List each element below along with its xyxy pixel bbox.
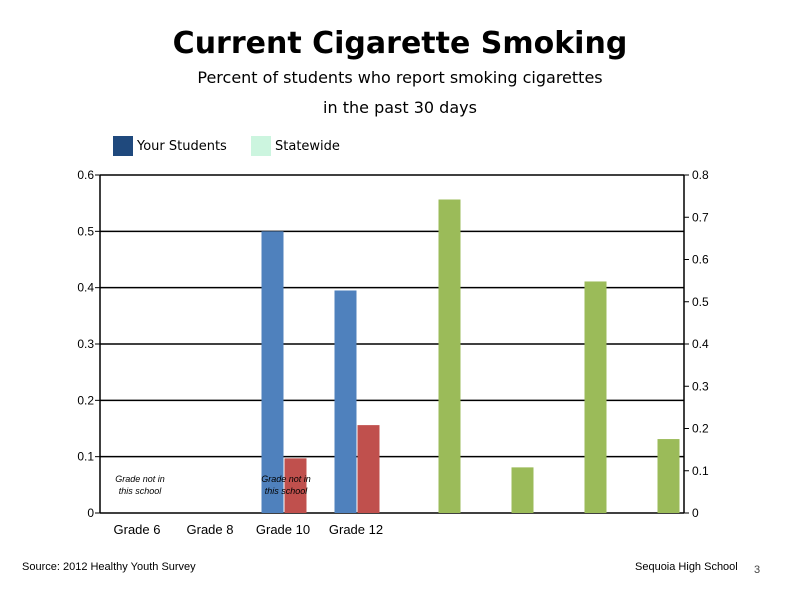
legend-swatch-your-students: [113, 136, 133, 156]
right-axis-tick-label: 0.7: [692, 210, 709, 224]
left-axis-tick-label: 0.3: [77, 337, 94, 351]
x-axis-category-label: Grade 10: [256, 522, 310, 537]
right-axis-tick-label: 0.8: [692, 168, 709, 182]
legend-swatch-statewide: [251, 136, 271, 156]
left-axis-tick-label: 0.6: [77, 168, 94, 182]
bar: [261, 231, 284, 514]
source-note: Source: 2012 Healthy Youth Survey: [22, 561, 196, 573]
annotation-text: Grade not in: [115, 474, 165, 484]
chart-title: Current Cigarette Smoking: [172, 26, 628, 61]
left-axis-tick-label: 0: [87, 506, 94, 520]
right-axis-tick-label: 0.2: [692, 422, 709, 436]
bar-right-axis: [438, 199, 461, 513]
x-axis-category-label: Grade 8: [187, 522, 234, 537]
left-axis-tick-label: 0.2: [77, 393, 94, 407]
left-axis-tick-label: 0.1: [77, 450, 94, 464]
legend-label-your-students: Your Students: [137, 138, 227, 154]
bar-right-axis: [584, 281, 607, 513]
annotation-text: Grade not in: [261, 474, 311, 484]
bar: [357, 425, 380, 513]
chart-subtitle-line-1: Percent of students who report smoking c…: [197, 68, 603, 87]
right-axis-tick-label: 0.4: [692, 337, 709, 351]
right-axis-tick-label: 0.5: [692, 295, 709, 309]
bar-right-axis: [657, 439, 680, 513]
school-name: Sequoia High School: [635, 561, 738, 573]
legend-item-statewide: Statewide: [251, 136, 340, 156]
annotation-text: this school: [265, 486, 309, 496]
bar-right-axis: [511, 467, 534, 513]
bar: [284, 458, 307, 513]
x-axis-category-label: Grade 12: [329, 522, 383, 537]
right-axis-tick-label: 0.6: [692, 253, 709, 267]
chart-subtitle-line-2: in the past 30 days: [323, 98, 477, 117]
right-axis-tick-label: 0.3: [692, 379, 709, 393]
page-number: 3: [754, 564, 761, 576]
legend-item-your-students: Your Students: [113, 136, 227, 156]
right-axis-tick-label: 0: [692, 506, 699, 520]
right-axis-tick-label: 0.1: [692, 464, 709, 478]
left-axis-tick-label: 0.5: [77, 224, 94, 238]
left-axis-tick-label: 0.4: [77, 281, 94, 295]
annotation-text: this school: [119, 486, 163, 496]
bar: [334, 290, 357, 513]
legend-label-statewide: Statewide: [275, 138, 340, 154]
x-axis-category-label: Grade 6: [114, 522, 161, 537]
